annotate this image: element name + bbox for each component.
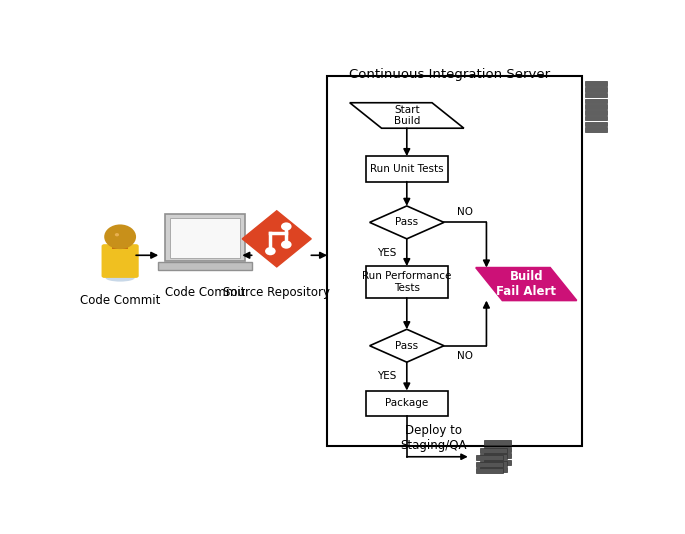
FancyBboxPatch shape bbox=[484, 447, 512, 452]
Text: NO: NO bbox=[457, 351, 473, 361]
FancyBboxPatch shape bbox=[101, 244, 138, 278]
Text: Pass: Pass bbox=[395, 217, 419, 227]
Text: Run Unit Tests: Run Unit Tests bbox=[370, 164, 444, 174]
Circle shape bbox=[115, 233, 119, 237]
Circle shape bbox=[281, 222, 292, 231]
Polygon shape bbox=[476, 268, 577, 301]
FancyBboxPatch shape bbox=[479, 454, 507, 459]
FancyBboxPatch shape bbox=[585, 93, 607, 97]
Polygon shape bbox=[370, 206, 444, 239]
Text: Source Repository: Source Repository bbox=[223, 286, 330, 299]
FancyBboxPatch shape bbox=[327, 76, 582, 446]
Text: Deploy to
Staging/QA: Deploy to Staging/QA bbox=[400, 424, 466, 452]
FancyBboxPatch shape bbox=[112, 239, 128, 249]
FancyBboxPatch shape bbox=[479, 461, 507, 466]
FancyBboxPatch shape bbox=[476, 455, 503, 460]
FancyBboxPatch shape bbox=[585, 128, 607, 132]
Text: Build
Fail Alert: Build Fail Alert bbox=[496, 270, 556, 298]
FancyBboxPatch shape bbox=[585, 87, 607, 92]
Ellipse shape bbox=[105, 274, 135, 281]
Polygon shape bbox=[370, 329, 444, 362]
Text: Code Commit: Code Commit bbox=[80, 294, 160, 307]
FancyBboxPatch shape bbox=[366, 390, 448, 416]
FancyBboxPatch shape bbox=[484, 460, 512, 465]
FancyBboxPatch shape bbox=[170, 218, 240, 258]
FancyBboxPatch shape bbox=[158, 262, 252, 270]
FancyBboxPatch shape bbox=[484, 441, 512, 445]
FancyBboxPatch shape bbox=[484, 453, 512, 458]
Circle shape bbox=[104, 224, 136, 249]
Polygon shape bbox=[350, 103, 464, 128]
FancyBboxPatch shape bbox=[585, 110, 607, 115]
FancyBboxPatch shape bbox=[366, 266, 448, 298]
Text: YES: YES bbox=[377, 247, 396, 257]
FancyBboxPatch shape bbox=[585, 122, 607, 126]
FancyBboxPatch shape bbox=[366, 156, 448, 182]
FancyBboxPatch shape bbox=[479, 447, 507, 453]
Text: Pass: Pass bbox=[395, 341, 419, 351]
FancyBboxPatch shape bbox=[165, 214, 245, 262]
Circle shape bbox=[265, 247, 275, 255]
FancyBboxPatch shape bbox=[479, 467, 507, 473]
Circle shape bbox=[281, 240, 292, 249]
FancyBboxPatch shape bbox=[585, 104, 607, 109]
FancyBboxPatch shape bbox=[585, 81, 607, 86]
Text: YES: YES bbox=[377, 371, 396, 381]
Text: Code Commit: Code Commit bbox=[165, 286, 245, 299]
Polygon shape bbox=[242, 211, 311, 267]
FancyBboxPatch shape bbox=[585, 116, 607, 120]
Text: Continuous Integration Server: Continuous Integration Server bbox=[349, 68, 550, 81]
FancyBboxPatch shape bbox=[476, 462, 503, 467]
Text: Package: Package bbox=[385, 398, 428, 409]
FancyBboxPatch shape bbox=[585, 99, 607, 103]
Text: Start
Build: Start Build bbox=[394, 105, 420, 126]
FancyBboxPatch shape bbox=[476, 475, 503, 480]
Text: NO: NO bbox=[457, 207, 473, 217]
FancyBboxPatch shape bbox=[476, 468, 503, 473]
Text: Run Performance
Tests: Run Performance Tests bbox=[362, 271, 451, 293]
